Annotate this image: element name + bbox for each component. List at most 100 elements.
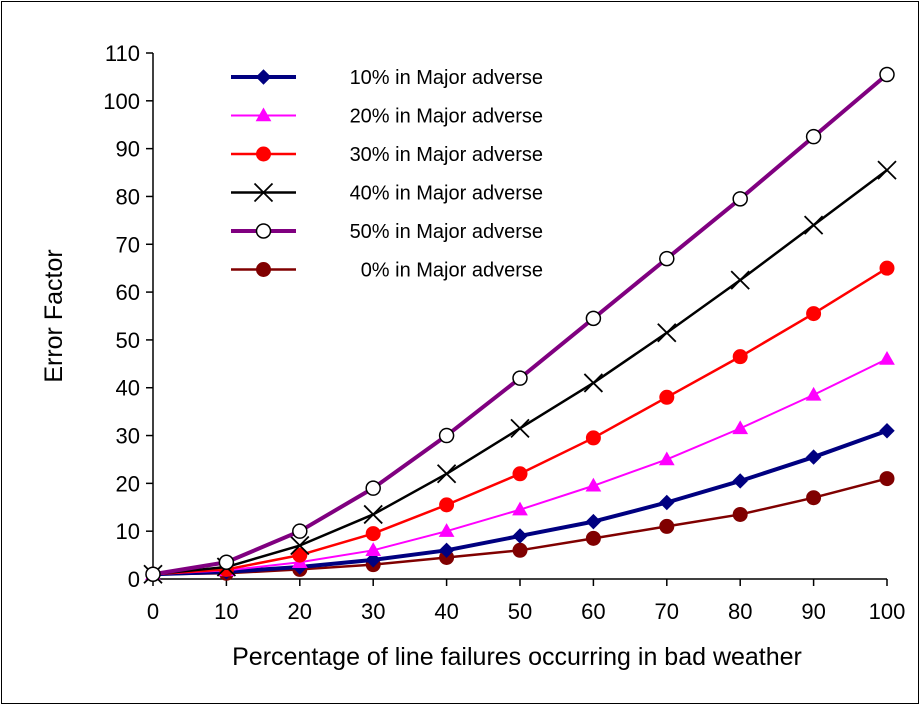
x-tick-label: 50 <box>508 599 532 624</box>
data-point <box>512 370 528 386</box>
y-tick-label: 40 <box>116 376 140 401</box>
data-point <box>365 526 381 542</box>
data-point <box>438 523 455 537</box>
data-point <box>255 107 272 122</box>
legend-item-5: 0% in Major adverse <box>231 260 543 282</box>
x-tick-label: 0 <box>147 599 159 624</box>
data-point-stroke <box>657 323 677 343</box>
y-tick-label: 90 <box>116 137 140 162</box>
data-point <box>732 506 748 522</box>
x-tick-label: 30 <box>361 599 385 624</box>
y-tick-label: 60 <box>116 280 140 305</box>
legend-label: 20% in Major adverse <box>350 106 543 128</box>
data-point <box>256 262 271 277</box>
data-point <box>512 542 528 558</box>
data-point <box>218 554 235 571</box>
data-point-stroke <box>803 215 824 235</box>
data-point <box>583 373 604 393</box>
data-point <box>585 513 602 530</box>
data-point-stroke <box>436 464 457 484</box>
data-point-stroke <box>253 182 274 203</box>
data-point <box>585 310 602 327</box>
data-point <box>255 223 272 239</box>
x-tick-label: 80 <box>728 599 752 624</box>
data-point <box>730 270 750 290</box>
data-point <box>659 250 675 267</box>
series-line <box>152 477 888 576</box>
data-point-stroke <box>510 418 530 439</box>
data-point <box>363 504 383 525</box>
data-point <box>803 215 824 235</box>
data-point <box>292 547 308 563</box>
data-point <box>512 501 528 516</box>
data-point <box>806 306 822 322</box>
y-tick-label: 110 <box>105 41 140 66</box>
data-point <box>585 477 602 492</box>
y-tick-label: 30 <box>116 424 140 449</box>
data-point-stroke <box>583 373 604 393</box>
legend-item-1: 20% in Major adverse <box>231 106 543 128</box>
legend-item-2: 30% in Major adverse <box>231 144 543 166</box>
legend-label: 30% in Major adverse <box>350 144 543 166</box>
series-layer <box>143 66 897 584</box>
y-tick-label: 100 <box>103 89 140 114</box>
data-point <box>145 566 161 582</box>
data-point <box>659 494 675 511</box>
data-point <box>290 535 310 556</box>
y-tick-label: 80 <box>116 184 140 209</box>
x-tick-label: 60 <box>581 599 605 624</box>
data-point <box>732 473 748 489</box>
data-point <box>659 389 675 405</box>
data-point <box>732 191 748 207</box>
legend-item-3: 40% in Major adverse <box>231 183 543 205</box>
data-point-stroke <box>290 535 310 556</box>
series-5 <box>145 471 895 582</box>
data-point <box>256 146 271 162</box>
data-point <box>585 430 601 446</box>
data-point <box>436 464 457 484</box>
legend-item-4: 50% in Major adverse <box>231 221 543 243</box>
y-axis-title: Error Factor <box>40 249 68 382</box>
data-point <box>879 66 895 83</box>
legend-label: 40% in Major adverse <box>350 183 543 205</box>
data-point <box>879 260 895 276</box>
data-point <box>365 480 381 496</box>
data-point <box>292 523 308 539</box>
data-point-stroke <box>363 504 383 525</box>
data-point <box>439 497 455 513</box>
data-point <box>657 323 677 343</box>
legend-label: 50% in Major adverse <box>350 221 543 243</box>
y-tick-label: 20 <box>116 471 140 496</box>
data-point <box>253 182 274 203</box>
series-4 <box>145 66 895 582</box>
data-point <box>877 160 897 180</box>
x-tick-label: 70 <box>655 599 679 624</box>
data-point <box>879 471 895 487</box>
legend: 10% in Major adverse 20% in Major adverse… <box>231 67 543 282</box>
data-point <box>732 349 748 365</box>
x-tick-label: 90 <box>801 599 825 624</box>
y-tick-label: 0 <box>128 567 140 592</box>
legend-label: 0% in Major adverse <box>361 260 543 282</box>
data-point <box>879 423 895 439</box>
data-point <box>438 542 455 559</box>
data-point-stroke <box>730 270 750 290</box>
x-tick-label: 10 <box>214 599 238 624</box>
x-tick-label: 40 <box>434 599 458 624</box>
x-tick-label: 20 <box>288 599 312 624</box>
x-axis-title: Percentage of line failures occurring in… <box>232 643 802 671</box>
legend-item-0: 10% in Major adverse <box>231 67 543 89</box>
data-point <box>732 420 749 435</box>
data-point <box>512 466 528 482</box>
y-tick-label: 50 <box>116 328 140 353</box>
data-point <box>585 530 601 546</box>
data-point <box>805 128 822 145</box>
legend-label: 10% in Major adverse <box>350 67 543 89</box>
data-point <box>255 69 272 85</box>
data-point <box>365 542 382 557</box>
y-tick-label: 10 <box>116 519 140 544</box>
x-tick-label: 100 <box>869 599 906 624</box>
data-point <box>365 552 381 568</box>
